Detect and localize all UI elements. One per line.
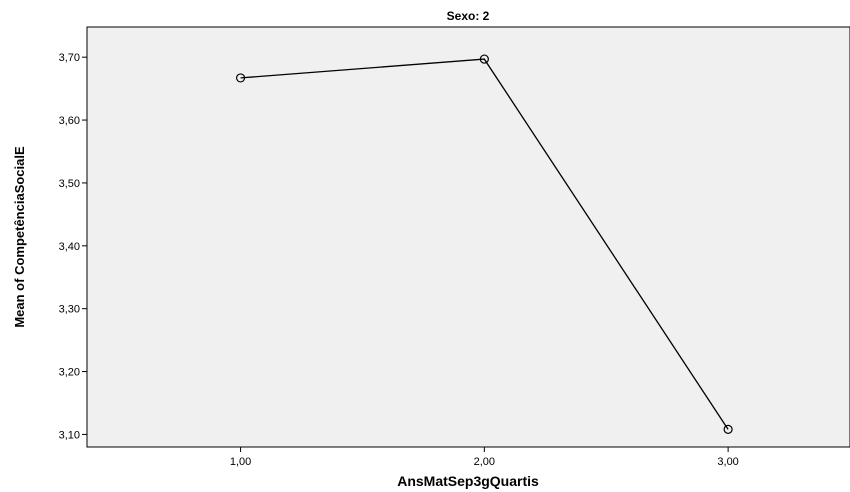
y-tick-label: 3,60 [59, 115, 80, 127]
series-line [240, 58, 729, 430]
data-point [479, 54, 489, 64]
plot-area [86, 26, 850, 448]
data-point [723, 424, 733, 434]
x-axis-label: AnsMatSep3gQuartis [397, 473, 539, 489]
y-tick-label: 3,70 [59, 52, 80, 64]
y-tick-label: 3,10 [59, 429, 80, 441]
data-point [235, 73, 246, 83]
x-tick-label: 2,00 [474, 456, 495, 468]
x-tick-label: 1,00 [230, 456, 251, 468]
y-tick-label: 3,30 [59, 304, 80, 316]
series-layer [235, 54, 733, 434]
x-tick-label: 3,00 [717, 456, 738, 468]
y-tick-label: 3,20 [59, 367, 80, 379]
y-tick-label: 3,40 [59, 241, 80, 253]
y-axis: 3,10 3,20 3,30 3,40 3,50 3,60 3,70 [59, 52, 87, 441]
y-axis-label: Mean of CompetênciaSocialE [12, 146, 27, 328]
chart-title: Sexo: 2 [447, 9, 490, 23]
x-axis: 1,00 2,00 3,00 [230, 447, 739, 468]
y-tick-label: 3,50 [59, 178, 80, 190]
